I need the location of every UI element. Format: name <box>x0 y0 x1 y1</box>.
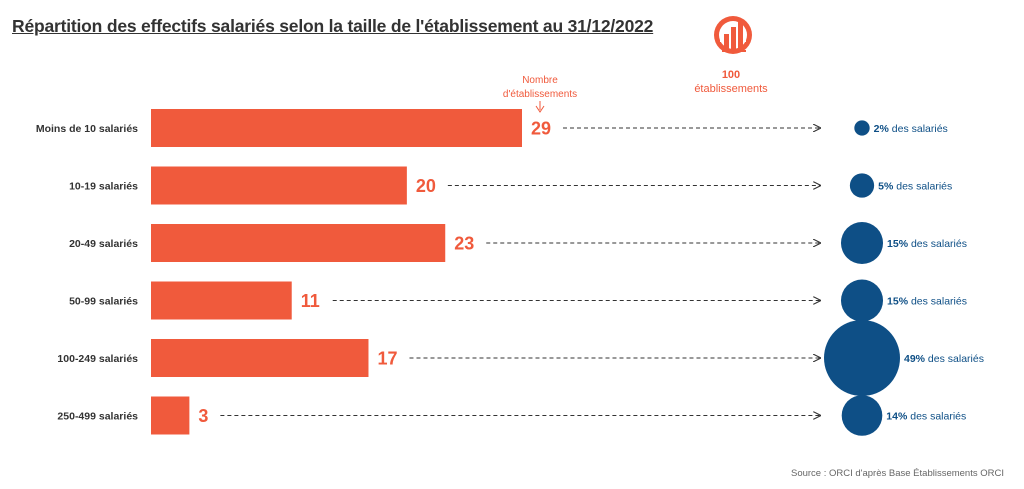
bar <box>151 339 369 377</box>
bar <box>151 281 292 320</box>
pct-label: 15% des salariés <box>887 296 967 308</box>
bar-note-arrow <box>535 101 545 113</box>
category-label: 50-99 salariés <box>69 296 138 308</box>
bubble <box>854 120 870 136</box>
category-label: 100-249 salariés <box>57 353 138 365</box>
bar-value-label: 11 <box>301 291 320 311</box>
bar-value-label: 20 <box>416 176 436 196</box>
category-label: 10-19 salariés <box>69 181 138 193</box>
source-note: Source : ORCI d'après Base Établissement… <box>790 468 1004 479</box>
bar-value-label: 23 <box>454 234 474 254</box>
building-chart-icon <box>714 16 752 54</box>
category-label: Moins de 10 salariés <box>36 123 138 135</box>
bar-note-line2: d'établissements <box>503 89 577 100</box>
pct-label: 49% des salariés <box>904 353 984 365</box>
bar <box>151 396 190 435</box>
bar <box>151 224 446 262</box>
bubble <box>841 395 883 436</box>
chart-title: Répartition des effectifs salariés selon… <box>12 16 654 36</box>
bar-value-label: 3 <box>198 406 208 426</box>
pct-label: 5% des salariés <box>878 181 952 193</box>
total-value: 100 <box>722 69 740 81</box>
bar <box>151 109 522 147</box>
bar-value-label: 29 <box>531 119 551 139</box>
pct-label: 14% des salariés <box>886 411 966 423</box>
bar-value-label: 17 <box>377 349 397 369</box>
bubble <box>849 173 875 198</box>
chart-rows: Moins de 10 salariés 29 2% des salariés 10-… <box>36 109 984 436</box>
bar-note-line1: Nombre <box>522 75 558 86</box>
category-label: 250-499 salariés <box>57 411 138 423</box>
total-label: établissements <box>694 83 768 95</box>
bar <box>151 166 407 205</box>
pct-label: 2% des salariés <box>874 123 948 135</box>
category-label: 20-49 salariés <box>69 238 138 250</box>
pct-label: 15% des salariés <box>887 238 967 250</box>
bubble <box>840 279 884 322</box>
bubble <box>840 221 884 265</box>
bubble <box>824 320 900 396</box>
